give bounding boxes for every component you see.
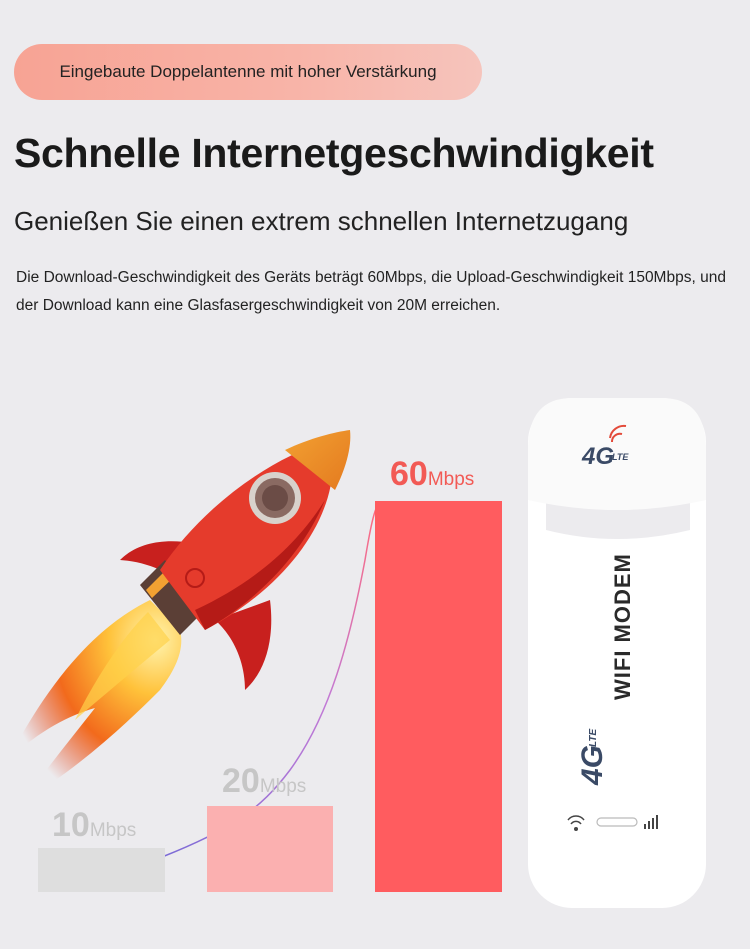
flame-icon (8, 600, 182, 800)
speed-value: 20 (222, 762, 260, 800)
page-subtitle: Genießen Sie einen extrem schnellen Inte… (14, 206, 629, 236)
speed-label-20: 20Mbps (222, 762, 306, 801)
speed-bar-10 (38, 848, 165, 892)
speed-value: 10 (52, 806, 90, 844)
rocket-icon (120, 430, 351, 690)
speed-bar-60 (375, 501, 502, 892)
speed-label-60: 60Mbps (390, 455, 474, 494)
signal-bars-icon (644, 815, 658, 829)
description-text: Die Download-Geschwindigkeit des Geräts … (16, 269, 726, 314)
speed-unit: Mbps (89, 820, 137, 841)
feature-badge: Eingebaute Doppelantenne mit hoher Verst… (14, 44, 482, 100)
body-logo: 4G (576, 745, 609, 786)
speed-value: 60 (390, 455, 428, 493)
status-led (596, 817, 638, 827)
speed-label-10: 10Mbps (52, 806, 136, 845)
speed-unit: Mbps (259, 776, 307, 797)
speed-unit: Mbps (427, 469, 475, 490)
page-title: Schnelle Internetgeschwindigkeit (14, 130, 654, 176)
speed-bar-20 (207, 806, 333, 892)
body-logo-sub: LTE (588, 729, 599, 747)
cap-logo-sub: LTE (612, 452, 629, 462)
device-label: WIFI MODEM (610, 553, 635, 700)
feature-badge-label: Eingebaute Doppelantenne mit hoher Verst… (59, 62, 437, 81)
wifi-signal-icon (567, 815, 585, 831)
cap-logo: 4G (581, 443, 614, 470)
cap-wifi-arcs (609, 424, 627, 443)
usb-modem: 4G LTE WIFI MODEM 4G LTE (528, 398, 706, 908)
